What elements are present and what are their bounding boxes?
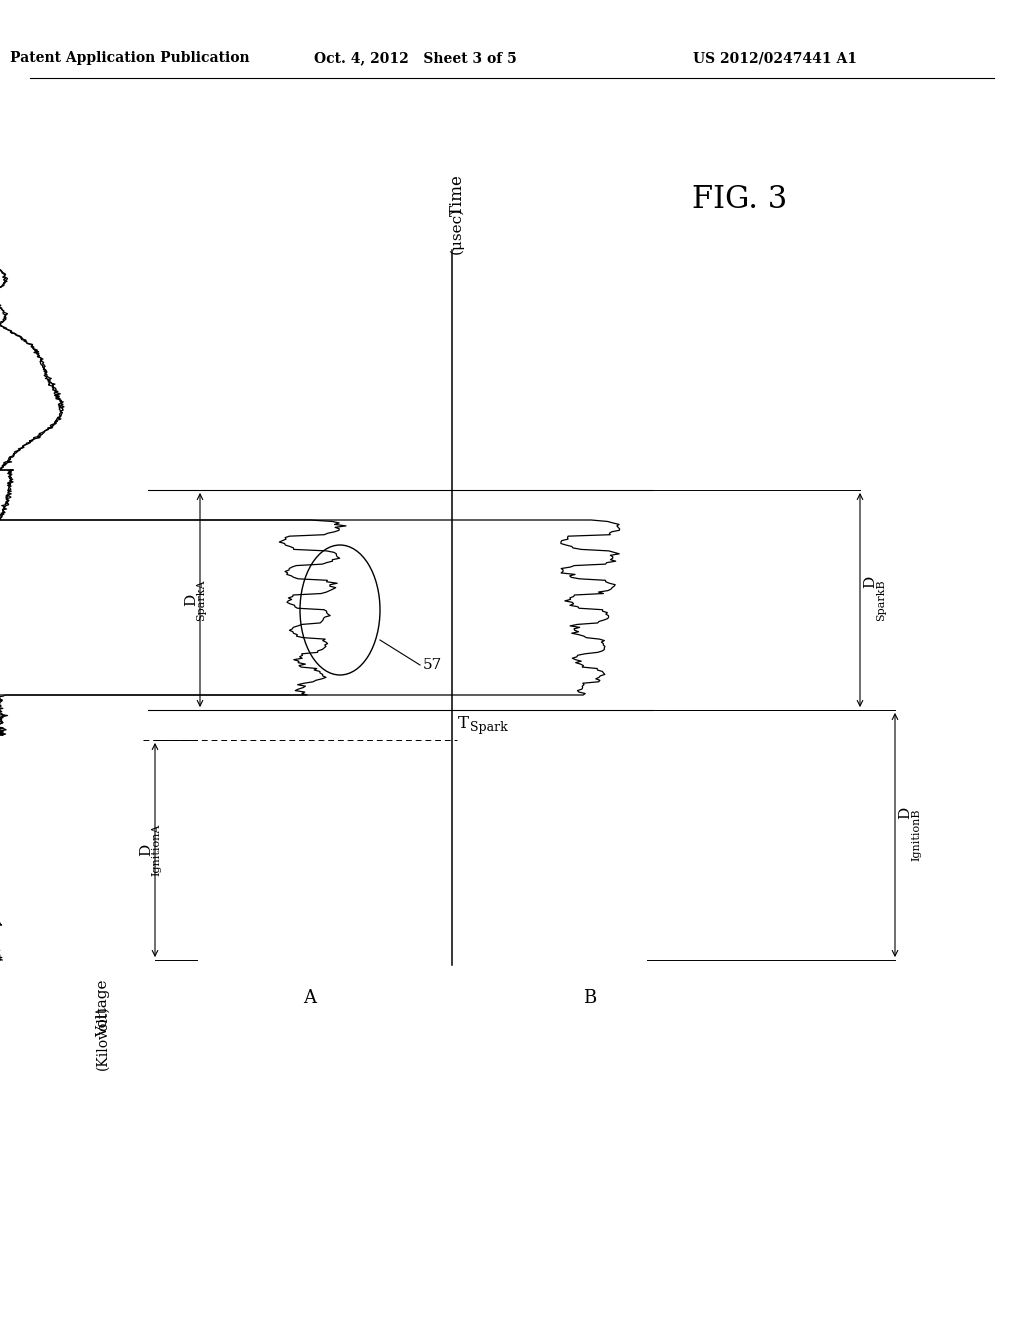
Text: FIG. 3: FIG. 3 bbox=[692, 185, 787, 215]
Text: US 2012/0247441 A1: US 2012/0247441 A1 bbox=[693, 51, 857, 65]
Text: IgnitionB: IgnitionB bbox=[911, 809, 921, 861]
Text: 57: 57 bbox=[423, 657, 442, 672]
Text: Oct. 4, 2012   Sheet 3 of 5: Oct. 4, 2012 Sheet 3 of 5 bbox=[313, 51, 516, 65]
Text: D: D bbox=[184, 594, 198, 606]
Text: Spark: Spark bbox=[470, 722, 508, 734]
Text: D: D bbox=[863, 576, 877, 589]
Text: T: T bbox=[458, 715, 469, 733]
Text: SparkB: SparkB bbox=[876, 579, 886, 620]
Text: (Kilovolt): (Kilovolt) bbox=[96, 1006, 110, 1071]
Text: Patent Application Publication: Patent Application Publication bbox=[10, 51, 250, 65]
Text: SparkA: SparkA bbox=[196, 579, 206, 620]
Text: D: D bbox=[898, 807, 912, 820]
Text: A: A bbox=[303, 989, 316, 1007]
Text: Time: Time bbox=[449, 174, 466, 216]
Text: IgnitionA: IgnitionA bbox=[151, 824, 161, 876]
Text: (μsec): (μsec) bbox=[450, 206, 464, 253]
Text: D: D bbox=[139, 843, 153, 857]
Text: B: B bbox=[584, 989, 597, 1007]
Text: Voltage: Voltage bbox=[96, 979, 110, 1036]
